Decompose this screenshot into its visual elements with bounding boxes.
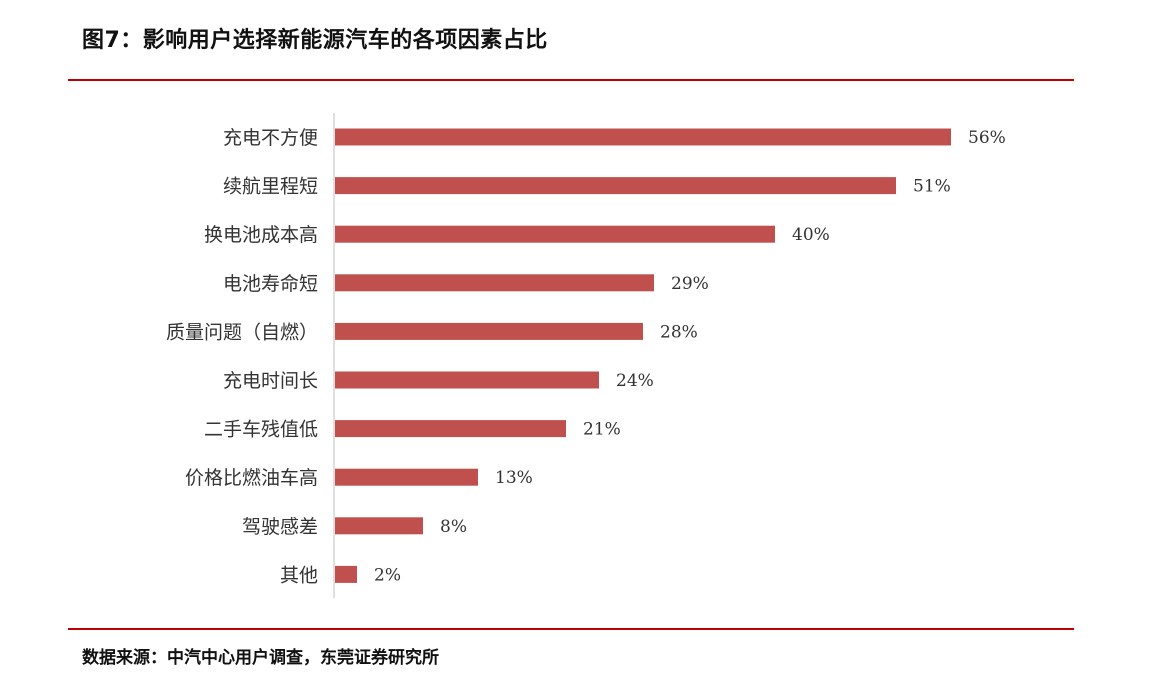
bar (335, 565, 357, 583)
category-label: 续航里程短 (223, 176, 318, 198)
data-label: 56% (968, 128, 1006, 148)
data-label: 8% (440, 517, 467, 537)
bar (335, 371, 599, 389)
bar (335, 274, 654, 292)
category-label: 换电池成本高 (204, 224, 318, 246)
bar (335, 177, 896, 195)
category-label: 驾驶感差 (242, 516, 318, 538)
category-label: 电池寿命短 (223, 273, 318, 295)
bar (335, 468, 478, 486)
data-label: 13% (495, 468, 533, 488)
category-label: 价格比燃油车高 (185, 467, 318, 489)
bar (335, 128, 951, 146)
top-divider (68, 79, 1074, 81)
category-label: 充电时间长 (223, 370, 318, 392)
bottom-divider (68, 628, 1074, 630)
source-note: 数据来源：中汽中心用户调查，东莞证券研究所 (82, 648, 439, 668)
category-label: 其他 (280, 564, 318, 586)
data-label: 28% (660, 322, 698, 342)
data-label: 21% (583, 420, 621, 440)
data-label: 29% (671, 274, 709, 294)
data-label: 40% (792, 225, 830, 245)
chart-title: 图7：影响用户选择新能源汽车的各项因素占比 (82, 28, 548, 53)
bar (335, 517, 423, 535)
bar (335, 322, 643, 340)
data-label: 24% (616, 371, 654, 391)
category-label: 质量问题（自燃） (166, 321, 318, 343)
bar (335, 225, 775, 243)
category-label: 充电不方便 (223, 127, 318, 149)
bar (335, 420, 566, 438)
category-label: 二手车残值低 (204, 419, 318, 441)
data-label: 51% (913, 177, 951, 197)
bars-group: 充电不方便 56% 续航里程短 51% 换电池成本高 40% 电池寿命短 29% 质量问题（自燃… (166, 127, 1006, 586)
data-label: 2% (374, 565, 401, 585)
